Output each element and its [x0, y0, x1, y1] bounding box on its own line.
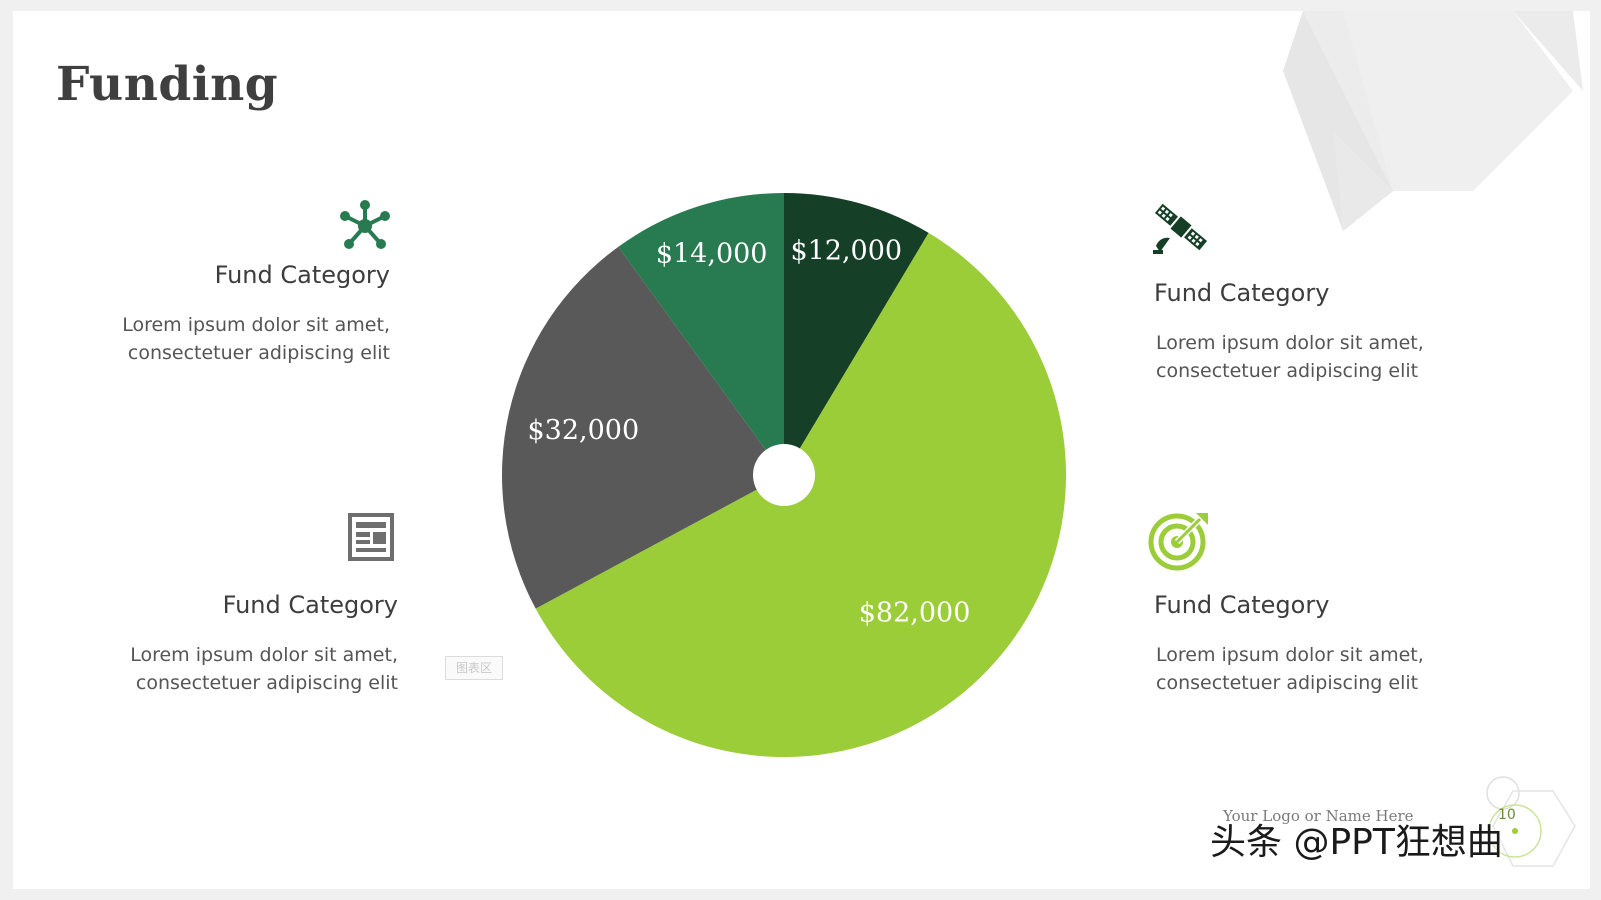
footer-logo-text: Your Logo or Name Here	[1223, 807, 1414, 825]
fund-category-description: Lorem ipsum dolor sit amet, consectetuer…	[1156, 329, 1424, 385]
description-line: consectetuer adipiscing elit	[1156, 360, 1419, 382]
pie-data-label: $82,000	[859, 598, 971, 629]
fund-category-title: Fund Category	[214, 261, 390, 289]
page-number: 10	[1498, 807, 1516, 823]
watermark: 头条 @PPT狂想曲	[1210, 822, 1503, 863]
description-line: Lorem ipsum dolor sit amet,	[1156, 644, 1424, 666]
pie-data-label: $32,000	[527, 415, 639, 446]
description-line: consectetuer adipiscing elit	[127, 342, 390, 364]
slide: Funding Fund Category Lorem ipsum dolor …	[13, 11, 1590, 889]
description-line: Lorem ipsum dolor sit amet,	[1156, 332, 1424, 354]
description-line: consectetuer adipiscing elit	[135, 672, 398, 694]
description-line: consectetuer adipiscing elit	[1156, 672, 1419, 694]
background-decoration	[1283, 11, 1583, 231]
fund-category-title: Fund Category	[1154, 279, 1330, 307]
pie-chart: $12,000 $82,000 $32,000 $14,000	[502, 193, 1066, 758]
chart-area-tooltip: 图表区	[445, 656, 503, 680]
network-icon	[340, 200, 390, 249]
page-title: Funding	[56, 57, 279, 112]
newspaper-icon	[348, 513, 394, 561]
corner-decoration	[1486, 776, 1576, 867]
fund-category-description: Lorem ipsum dolor sit amet, consectetuer…	[1156, 641, 1424, 697]
pie-slice	[784, 193, 929, 475]
description-line: Lorem ipsum dolor sit amet,	[122, 314, 390, 336]
pie-center-hole	[753, 444, 815, 506]
pie-data-label: $12,000	[790, 235, 902, 266]
target-icon	[1148, 513, 1208, 571]
satellite-icon	[1153, 203, 1208, 254]
pie-slice	[618, 193, 784, 475]
pie-data-label: $14,000	[656, 238, 768, 269]
fund-category-title: Fund Category	[222, 591, 398, 619]
fund-category-title: Fund Category	[1154, 591, 1330, 619]
fund-category-description: Lorem ipsum dolor sit amet, consectetuer…	[130, 641, 398, 697]
fund-category-description: Lorem ipsum dolor sit amet, consectetuer…	[122, 311, 390, 367]
pie-slice	[502, 246, 784, 609]
description-line: Lorem ipsum dolor sit amet,	[130, 644, 398, 666]
